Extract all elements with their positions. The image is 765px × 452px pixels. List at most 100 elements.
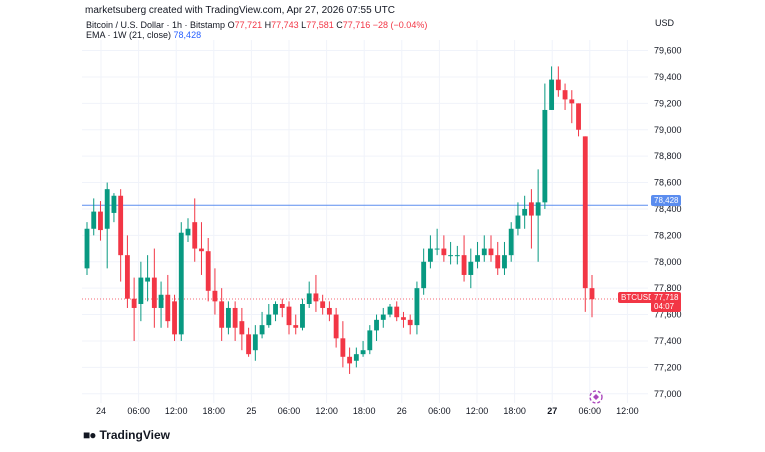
y-tick-label: 77,800 <box>654 283 682 293</box>
x-tick-label: 06:00 <box>278 406 301 416</box>
candle-body <box>488 248 494 256</box>
x-tick-label: 12:00 <box>466 406 489 416</box>
candle-body <box>84 228 90 269</box>
candle-body <box>353 354 359 361</box>
high-label: H <box>264 20 272 30</box>
candle-body <box>219 301 225 328</box>
x-tick-label: 18:00 <box>353 406 376 416</box>
y-tick-label: 79,200 <box>654 98 682 108</box>
candle-body <box>293 325 299 328</box>
candle-body <box>252 334 258 351</box>
candle-body <box>508 228 514 256</box>
axes: 77,000 77,200 77,400 77,600 77,800 78,000 78,2… <box>96 46 682 416</box>
candle-body <box>326 307 332 315</box>
ema-legend[interactable]: EMA · 1W (21, close) 78,428 <box>86 30 201 40</box>
y-tick-label: 77,200 <box>654 362 682 372</box>
candle-body <box>427 248 433 262</box>
candle-body <box>589 288 595 300</box>
candle-body <box>239 321 245 335</box>
ema-label: EMA · 1W (21, close) <box>86 30 172 40</box>
candle-body <box>225 307 231 328</box>
candle-body <box>380 314 386 320</box>
candle-body <box>205 251 211 291</box>
candle-body <box>98 211 103 231</box>
x-tick-label: 25 <box>246 406 256 416</box>
ema-price-tag: 78,428 <box>651 195 682 206</box>
candle-body <box>401 317 406 320</box>
candle-body <box>360 350 366 355</box>
candle-body <box>461 255 467 275</box>
y-tick-label: 77,000 <box>654 389 682 399</box>
logo-text: TradingView <box>99 428 170 442</box>
candle-body <box>475 255 480 262</box>
x-tick-label: 12:00 <box>616 406 639 416</box>
candle-body <box>300 304 305 328</box>
candle-body <box>118 195 124 256</box>
y-tick-label: 78,600 <box>654 178 682 188</box>
candle-body <box>535 202 541 216</box>
candle-body <box>562 90 568 100</box>
candle-body <box>569 99 575 104</box>
candle-body <box>434 248 440 250</box>
candle-body <box>394 306 400 318</box>
candle-body <box>178 232 184 335</box>
x-tick-label: 12:00 <box>315 406 338 416</box>
candle-body <box>246 334 252 355</box>
symbol-tag: BTCUSD <box>618 292 657 303</box>
x-tick-label: 18:00 <box>203 406 226 416</box>
grid <box>82 40 648 403</box>
candle-body <box>502 255 507 269</box>
candle-body <box>266 314 272 326</box>
symbol-title[interactable]: Bitcoin / U.S. Dollar · 1h · Bitstamp <box>86 20 226 30</box>
y-tick-label: 79,000 <box>654 125 682 135</box>
candle-body <box>131 298 137 308</box>
y-tick-label: 78,000 <box>654 257 682 267</box>
x-tick-label: 18:00 <box>503 406 526 416</box>
candle-body <box>441 248 447 256</box>
candle-body <box>528 202 534 216</box>
bar-countdown: 04:07 <box>654 302 675 311</box>
candle-body <box>542 109 548 203</box>
y-tick-label: 78,800 <box>654 151 682 161</box>
candle-body <box>468 261 474 275</box>
current-price-tag: 77,718 04:07 <box>651 292 682 312</box>
open-label: O <box>227 20 235 30</box>
tradingview-logo[interactable]: ■● TradingView <box>83 428 170 442</box>
candle-body <box>232 307 238 328</box>
candle-body <box>313 293 319 302</box>
candle-body <box>91 211 97 229</box>
candle-body <box>273 304 278 315</box>
candle-body <box>192 222 198 249</box>
candle-body <box>333 314 339 339</box>
chart-caption: marketsuberg created with TradingView.co… <box>85 5 395 16</box>
candle-body <box>151 277 157 308</box>
candles <box>84 66 595 374</box>
candle-body <box>158 294 164 308</box>
x-tick-label: 24 <box>96 406 106 416</box>
candle-body <box>367 330 373 351</box>
candle-body <box>374 319 379 331</box>
candle-body <box>259 325 265 335</box>
low-label: L <box>301 20 307 30</box>
candle-body <box>199 248 204 252</box>
candle-body <box>515 215 521 229</box>
symbol-legend: Bitcoin / U.S. Dollar · 1h · Bitstamp O 7… <box>86 20 427 30</box>
x-tick-label: 26 <box>397 406 407 416</box>
tradingview-logo-icon: ■● <box>83 428 96 442</box>
currency-label: USD <box>655 18 675 28</box>
current-price: 77,718 <box>654 293 679 302</box>
ema-value: 78,428 <box>173 30 202 40</box>
candle-body <box>421 261 427 289</box>
candle-body <box>279 304 285 308</box>
y-tick-label: 77,400 <box>654 336 682 346</box>
candle-body <box>111 195 117 213</box>
candle-body <box>576 103 581 130</box>
x-tick-label: 06:00 <box>127 406 150 416</box>
candle-body <box>414 288 420 326</box>
high-value: 77,743 <box>271 20 299 30</box>
replay-icon[interactable] <box>589 390 603 404</box>
close-value: 77,716 <box>342 20 371 30</box>
candle-body <box>286 306 292 326</box>
candle-body <box>522 208 528 216</box>
